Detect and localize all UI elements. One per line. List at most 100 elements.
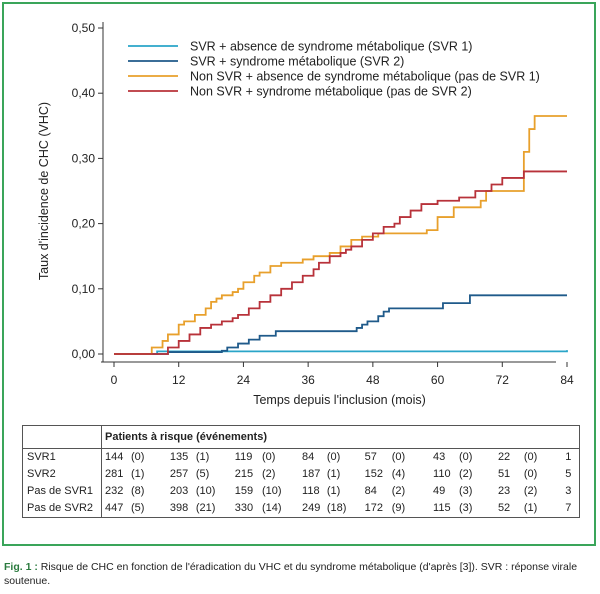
risk-cell: (9): [391, 502, 406, 514]
risk-cell: 1: [565, 451, 572, 463]
risk-cell: 398: [169, 502, 189, 514]
risk-cell: 23: [497, 485, 511, 497]
risk-cell: 3: [565, 485, 572, 497]
x-tick-label: 24: [237, 373, 251, 387]
risk-table: Patients à risque (événements) SVR1 144 (0…: [22, 425, 580, 518]
risk-cell: 115: [433, 502, 451, 514]
risk-cell: (2): [261, 468, 276, 480]
y-tick-label: 0,40: [72, 86, 96, 100]
risk-cell: 119: [234, 451, 253, 463]
risk-cell: 57: [364, 451, 377, 463]
risk-table-body: SVR1 144 (0) 135 (1) 119 (0) 84 (0) 57 (0) 43 (0) 22(…: [23, 449, 579, 517]
risk-cell: 135: [169, 451, 189, 463]
risk-cell: (2): [391, 485, 406, 497]
y-tick-label: 0,10: [72, 282, 96, 296]
risk-cell: (1): [326, 485, 341, 497]
risk-cell: (8): [130, 485, 145, 497]
legend-label: Non SVR + absence de syndrome métaboliqu…: [190, 70, 540, 84]
legend-label: Non SVR + syndrome métabolique (pas de S…: [190, 85, 472, 99]
risk-cell: 84: [364, 485, 377, 497]
risk-cell: (10): [195, 485, 216, 497]
x-tick-label: 60: [431, 373, 445, 387]
risk-row-label: SVR2: [27, 468, 56, 480]
risk-row-label: Pas de SVR1: [27, 485, 94, 497]
risk-cell: 281: [105, 468, 124, 480]
risk-cell: 5: [565, 468, 572, 480]
y-tick-label: 0,30: [72, 151, 96, 165]
risk-cell: 187: [302, 468, 321, 480]
risk-table-row: Pas de SVR1 232 (8) 203 (10) 159 (10) 118 (1) 84 (…: [23, 483, 579, 500]
series-line-2: [114, 294, 567, 355]
y-tick-label: 0,00: [72, 347, 96, 361]
risk-cell: 215: [234, 468, 254, 480]
risk-cell: (1): [130, 468, 145, 480]
caption-text: Risque de CHC en fonction de l'éradicati…: [4, 561, 578, 587]
risk-cell: 7: [565, 502, 572, 514]
y-tick-label: 0,20: [72, 217, 96, 231]
risk-cell: (3): [459, 485, 473, 497]
y-axis-label: Taux d'incidence de CHC (VHC): [37, 102, 51, 280]
risk-cell: (0): [326, 451, 341, 463]
incidence-chart: 0,00 0,10 0,20 0,30 0,40 0,50 0 12 24 36 48 60 72 84 T…: [37, 21, 574, 407]
legend-label: SVR + absence de syndrome métabolique (S…: [190, 40, 472, 54]
series-line-4: [114, 170, 567, 355]
risk-table-title: Patients à risque (événements): [105, 431, 268, 443]
risk-cell: (5): [195, 468, 210, 480]
legend-label: SVR + syndrome métabolique (SVR 2): [190, 55, 404, 69]
risk-cell: 330: [234, 502, 254, 514]
risk-cell: (0): [459, 451, 473, 463]
x-tick-label: 72: [496, 373, 510, 387]
caption-label: Fig. 1 :: [4, 561, 38, 573]
risk-row-label: SVR1: [27, 451, 56, 463]
x-tick-label: 36: [301, 373, 315, 387]
x-tick-label: 84: [560, 373, 574, 387]
x-axis-label: Temps depuis l'inclusion (mois): [253, 393, 426, 407]
risk-cell: (2): [523, 485, 538, 497]
risk-table-header: Patients à risque (événements): [23, 426, 579, 449]
risk-cell: (14): [261, 502, 282, 514]
risk-cell: 172: [364, 502, 383, 514]
risk-cell: (2): [459, 468, 473, 480]
x-tick-label: 48: [366, 373, 380, 387]
risk-cell: 159: [234, 485, 254, 497]
risk-cell: 84: [302, 451, 315, 463]
risk-cell: (1): [523, 502, 538, 514]
risk-table-row: Pas de SVR2 447 (5) 398 (21) 330 (14) 249 (18) 17…: [23, 500, 579, 517]
risk-cell: 447: [105, 502, 124, 514]
risk-cell: (5): [130, 502, 145, 514]
risk-cell: 203: [169, 485, 189, 497]
risk-cell: (18): [326, 502, 347, 514]
x-tick-label: 12: [172, 373, 186, 387]
risk-cell: (0): [523, 451, 538, 463]
risk-cell: (0): [523, 468, 538, 480]
risk-cell: (3): [459, 502, 473, 514]
risk-cell: 22: [497, 451, 511, 463]
risk-cell: (0): [391, 451, 406, 463]
risk-cell: 49: [433, 485, 446, 497]
risk-cell: (10): [261, 485, 282, 497]
risk-cell: 110: [433, 468, 451, 480]
risk-cell: (1): [195, 451, 210, 463]
risk-cell: 249: [302, 502, 321, 514]
y-tick-label: 0,50: [72, 21, 96, 35]
risk-cell: (21): [195, 502, 216, 514]
risk-cell: (0): [130, 451, 145, 463]
series-line-3: [114, 115, 567, 355]
risk-row-label: Pas de SVR2: [27, 502, 94, 514]
risk-cell: 144: [105, 451, 124, 463]
risk-cell: 152: [364, 468, 383, 480]
risk-table-divider: [101, 426, 102, 517]
risk-cell: 232: [105, 485, 124, 497]
x-tick-label: 0: [111, 373, 118, 387]
risk-cell: (1): [326, 468, 341, 480]
risk-cell: 118: [302, 485, 320, 497]
risk-cell: 257: [169, 468, 189, 480]
risk-table-row: SVR2 281 (1) 257 (5) 215 (2) 187 (1) 152 (4) 110 (2)…: [23, 466, 579, 483]
risk-cell: 52: [497, 502, 511, 514]
risk-table-row: SVR1 144 (0) 135 (1) 119 (0) 84 (0) 57 (0) 43 (0) 22 (…: [23, 449, 579, 466]
risk-cell: 51: [497, 468, 511, 480]
risk-cell: 43: [433, 451, 446, 463]
figure-caption: Fig. 1 : Risque de CHC en fonction de l'…: [4, 560, 598, 588]
risk-cell: (0): [261, 451, 276, 463]
risk-cell: (4): [391, 468, 406, 480]
